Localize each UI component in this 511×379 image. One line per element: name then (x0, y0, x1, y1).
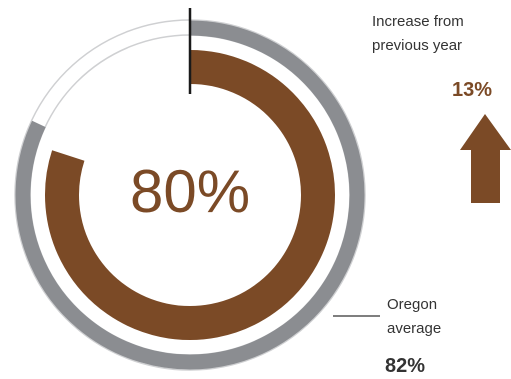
oregon-average-arc (15, 20, 365, 370)
oregon-value: 82% (385, 355, 425, 377)
center-value-label: 80% (130, 158, 250, 225)
oregon-label-line1: Oregon (387, 296, 437, 313)
arrow-up-icon (460, 114, 511, 203)
increase-label-line1: Increase from (372, 13, 464, 30)
increase-value: 13% (452, 79, 492, 101)
current-value-arc (45, 50, 335, 340)
oregon-label-line2: average (387, 320, 441, 337)
increase-label-line2: previous year (372, 37, 462, 54)
